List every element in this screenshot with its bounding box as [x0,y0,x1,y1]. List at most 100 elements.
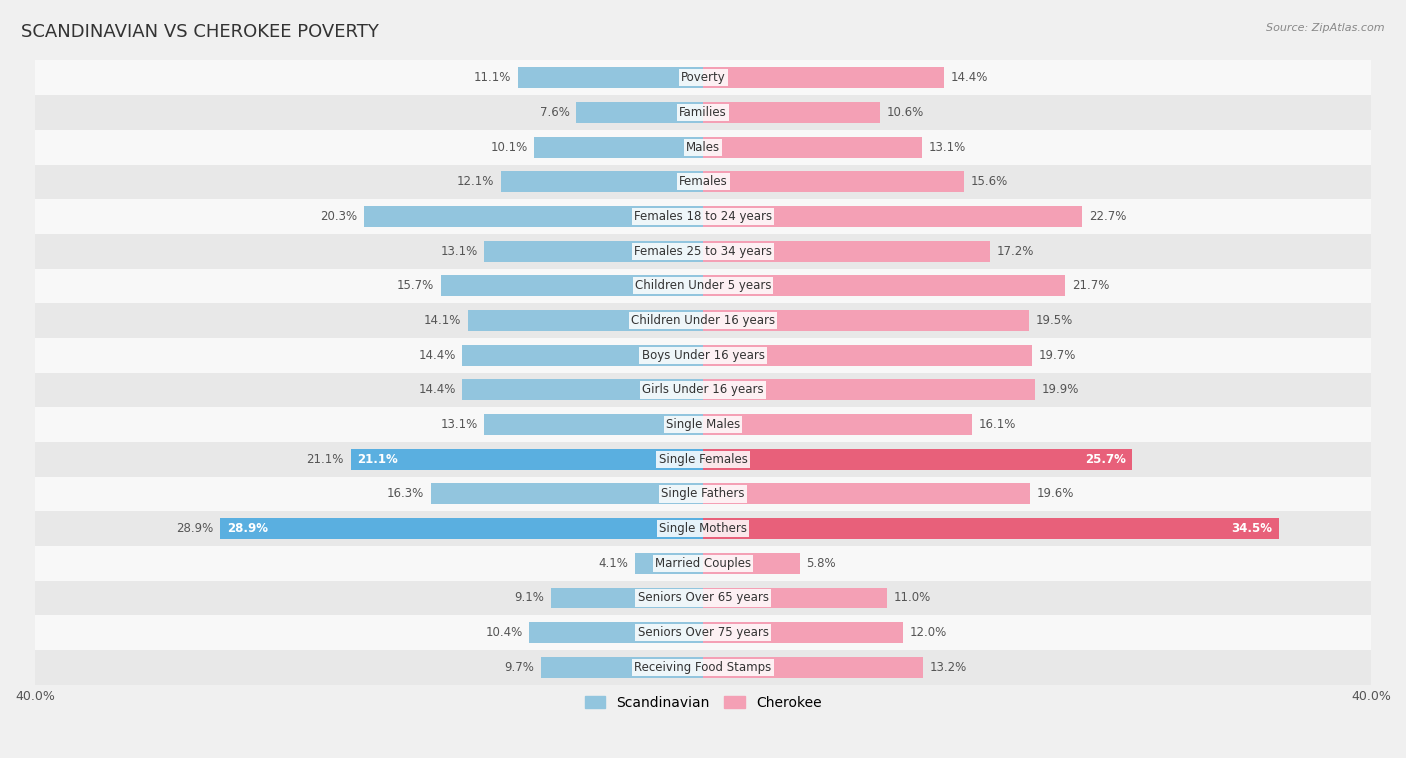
Text: Females 25 to 34 years: Females 25 to 34 years [634,245,772,258]
Bar [517,67,703,88]
Bar [35,477,1371,511]
Text: 9.7%: 9.7% [505,661,534,674]
Bar [703,380,1035,400]
Text: 10.4%: 10.4% [485,626,523,639]
Bar [634,553,703,574]
Text: 19.5%: 19.5% [1035,314,1073,327]
Bar [35,268,1371,303]
Bar [430,484,703,504]
Text: 11.1%: 11.1% [474,71,510,84]
Text: 14.4%: 14.4% [419,384,456,396]
Bar [703,414,972,435]
Text: Children Under 5 years: Children Under 5 years [634,280,772,293]
Bar [35,199,1371,234]
Bar [576,102,703,123]
Bar [35,546,1371,581]
Text: 21.7%: 21.7% [1073,280,1109,293]
Text: 14.1%: 14.1% [423,314,461,327]
Text: Males: Males [686,141,720,154]
Bar [35,164,1371,199]
Text: 14.4%: 14.4% [950,71,987,84]
Bar [441,275,703,296]
Bar [703,206,1083,227]
Text: 11.0%: 11.0% [893,591,931,604]
Text: 22.7%: 22.7% [1088,210,1126,223]
Text: 10.1%: 10.1% [491,141,527,154]
Text: 4.1%: 4.1% [598,556,628,570]
Bar [364,206,703,227]
Legend: Scandinavian, Cherokee: Scandinavian, Cherokee [579,690,827,715]
Text: Source: ZipAtlas.com: Source: ZipAtlas.com [1267,23,1385,33]
Bar [551,587,703,609]
Bar [703,484,1031,504]
Text: 15.6%: 15.6% [970,175,1008,188]
Text: 21.1%: 21.1% [307,453,344,465]
Text: 9.1%: 9.1% [515,591,544,604]
Text: 19.7%: 19.7% [1039,349,1076,362]
Bar [35,338,1371,372]
Text: Families: Families [679,106,727,119]
Bar [35,615,1371,650]
Bar [35,96,1371,130]
Text: 28.9%: 28.9% [226,522,269,535]
Text: Girls Under 16 years: Girls Under 16 years [643,384,763,396]
Bar [221,518,703,539]
Text: Females 18 to 24 years: Females 18 to 24 years [634,210,772,223]
Bar [703,657,924,678]
Text: Poverty: Poverty [681,71,725,84]
Text: Boys Under 16 years: Boys Under 16 years [641,349,765,362]
Bar [703,345,1032,365]
Bar [484,241,703,262]
Text: Seniors Over 65 years: Seniors Over 65 years [637,591,769,604]
Bar [534,136,703,158]
Text: 25.7%: 25.7% [1084,453,1126,465]
Text: Females: Females [679,175,727,188]
Bar [350,449,703,470]
Text: Single Females: Single Females [658,453,748,465]
Bar [703,136,922,158]
Bar [35,407,1371,442]
Text: 12.0%: 12.0% [910,626,948,639]
Text: Seniors Over 75 years: Seniors Over 75 years [637,626,769,639]
Bar [35,234,1371,268]
Text: 17.2%: 17.2% [997,245,1035,258]
Bar [703,622,904,643]
Text: 5.8%: 5.8% [807,556,837,570]
Bar [703,275,1066,296]
Bar [541,657,703,678]
Text: 19.9%: 19.9% [1042,384,1080,396]
Bar [35,511,1371,546]
Text: 7.6%: 7.6% [540,106,569,119]
Text: 13.2%: 13.2% [931,661,967,674]
Text: 19.6%: 19.6% [1038,487,1074,500]
Bar [703,67,943,88]
Text: 12.1%: 12.1% [457,175,495,188]
Text: 21.1%: 21.1% [357,453,398,465]
Text: 13.1%: 13.1% [928,141,966,154]
Text: Single Males: Single Males [666,418,740,431]
Text: Single Mothers: Single Mothers [659,522,747,535]
Bar [703,587,887,609]
Bar [703,553,800,574]
Text: 13.1%: 13.1% [440,418,478,431]
Bar [35,650,1371,684]
Text: 16.3%: 16.3% [387,487,425,500]
Text: 16.1%: 16.1% [979,418,1017,431]
Bar [703,171,963,193]
Bar [35,372,1371,407]
Bar [529,622,703,643]
Bar [703,518,1279,539]
Text: 10.6%: 10.6% [887,106,924,119]
Text: 14.4%: 14.4% [419,349,456,362]
Bar [35,442,1371,477]
Text: 20.3%: 20.3% [321,210,357,223]
Bar [703,241,990,262]
Bar [35,581,1371,615]
Bar [35,61,1371,96]
Text: Married Couples: Married Couples [655,556,751,570]
Bar [484,414,703,435]
Bar [35,303,1371,338]
Text: 15.7%: 15.7% [396,280,434,293]
Text: Children Under 16 years: Children Under 16 years [631,314,775,327]
Bar [703,449,1132,470]
